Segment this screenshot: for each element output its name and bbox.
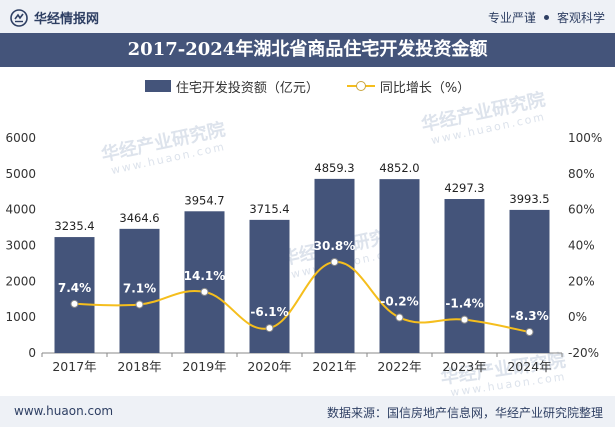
- bar-value-label: 4297.3: [444, 181, 484, 195]
- growth-point: [200, 287, 209, 296]
- growth-point: [460, 315, 469, 324]
- legend-item-line: 同比增长（%）: [346, 77, 471, 96]
- x-tick-label: 2019年: [182, 359, 226, 374]
- bar: [54, 237, 95, 353]
- bar-value-label: 3993.5: [509, 192, 549, 206]
- bar-value-label: 3954.7: [184, 193, 224, 207]
- y-right-tick-label: 80%: [568, 167, 595, 181]
- bar-value-label: 3235.4: [54, 219, 94, 233]
- slogan-separator-dot-icon: [543, 15, 549, 20]
- brand-logo-icon: [10, 8, 28, 27]
- y-left-tick-label: 3000: [5, 239, 36, 253]
- bar: [184, 211, 225, 353]
- chart-title: 2017-2024年湖北省商品住宅开发投资金额: [0, 33, 615, 67]
- slogan-left: 专业严谨: [487, 11, 536, 25]
- brand-name: 华经情报网: [34, 12, 100, 27]
- x-tick-label: 2021年: [312, 359, 356, 374]
- y-left-tick-label: 0: [28, 346, 36, 360]
- legend-item-bar: 住宅开发投资额（亿元）: [144, 77, 319, 96]
- x-tick-label: 2020年: [247, 359, 291, 374]
- bar: [444, 199, 485, 353]
- x-tick-label: 2018年: [117, 359, 161, 374]
- growth-line: [74, 260, 530, 334]
- y-right-tick-label: -20%: [568, 346, 599, 360]
- growth-value-label: 14.1%: [184, 269, 226, 283]
- bar: [119, 228, 160, 353]
- growth-value-label: -1.4%: [445, 297, 483, 311]
- legend-bar-swatch-icon: [144, 80, 171, 92]
- growth-value-label: 7.1%: [123, 281, 156, 295]
- footer-source: 数据来源：国信房地产信息网，华经产业研究院整理: [326, 406, 603, 420]
- x-tick-label: 2024年: [507, 359, 551, 374]
- y-right-tick-label: 100%: [568, 131, 602, 145]
- bar-value-label: 3715.4: [249, 202, 289, 216]
- y-left-tick-label: 4000: [5, 203, 36, 217]
- brand: 华经情报网: [10, 8, 99, 27]
- y-right-tick-label: 40%: [568, 239, 595, 253]
- growth-point: [525, 328, 534, 337]
- legend-line-label: 同比增长（%）: [379, 80, 471, 96]
- bar-value-label: 3464.6: [119, 211, 159, 225]
- bar-value-label: 4852.0: [379, 161, 419, 175]
- y-right-tick-label: 60%: [568, 203, 595, 217]
- bar: [249, 219, 290, 353]
- growth-value-label: 7.4%: [58, 281, 91, 295]
- slogan: 专业严谨 客观科学: [488, 9, 605, 26]
- chart-legend: 住宅开发投资额（亿元） 同比增长（%）: [0, 76, 615, 96]
- x-tick-label: 2022年: [377, 359, 421, 374]
- y-left-tick-label: 1000: [5, 310, 36, 324]
- y-left-tick-label: 2000: [5, 274, 36, 288]
- growth-point: [265, 324, 274, 333]
- bar: [379, 179, 420, 353]
- growth-point: [330, 257, 339, 266]
- growth-point: [135, 300, 144, 309]
- footer-website: www.huaon.com: [14, 404, 114, 418]
- growth-point: [70, 299, 79, 308]
- bar-value-label: 4859.3: [314, 161, 354, 175]
- growth-value-label: -0.2%: [380, 295, 418, 309]
- legend-bar-label: 住宅开发投资额（亿元）: [175, 80, 319, 96]
- y-right-tick-label: 20%: [568, 274, 595, 288]
- x-tick-label: 2023年: [442, 359, 486, 374]
- footer-bar: www.huaon.com 数据来源：国信房地产信息网，华经产业研究院整理: [0, 396, 615, 427]
- header-bar: 华经情报网 专业严谨 客观科学: [0, 0, 615, 33]
- legend-line-swatch-icon: [346, 80, 375, 92]
- y-left-tick-label: 5000: [5, 167, 36, 181]
- growth-value-label: -6.1%: [250, 305, 288, 319]
- y-right-tick-label: 0%: [568, 310, 587, 324]
- slogan-right: 客观科学: [556, 11, 605, 25]
- growth-value-label: 30.8%: [314, 239, 356, 253]
- x-tick-label: 2017年: [52, 359, 96, 374]
- growth-point: [395, 313, 404, 322]
- y-left-tick-label: 6000: [5, 131, 36, 145]
- growth-value-label: -8.3%: [510, 309, 548, 323]
